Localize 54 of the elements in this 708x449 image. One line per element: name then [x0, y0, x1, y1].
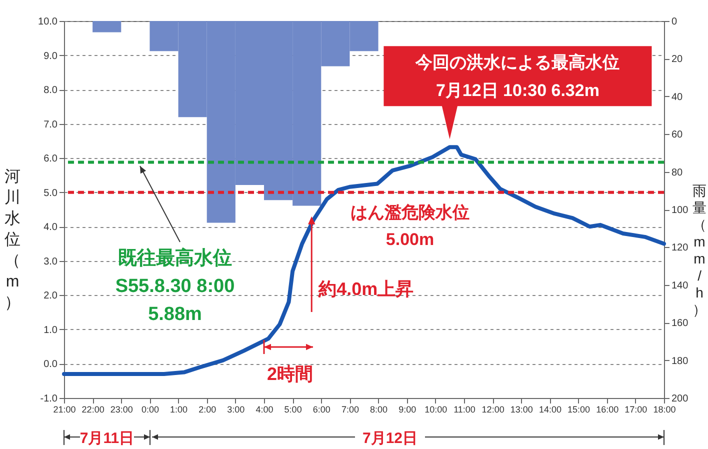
annotation: 2時間	[266, 364, 314, 384]
y2-tick-label: 60	[672, 130, 684, 141]
y-tick-label: 6.0	[44, 154, 58, 165]
x-tick-label: 11:00	[454, 404, 476, 414]
y2-tick-label: 0	[672, 16, 678, 28]
x-tick-label: 1:00	[170, 404, 188, 414]
x-tick-label: 21:00	[53, 404, 76, 414]
x-tick-label: 8:00	[370, 404, 388, 414]
y2-tick-label: 80	[672, 167, 684, 178]
ref-line-label: 既往最高水位 S55.8.30 8:00 5.88m	[115, 247, 235, 325]
text: 7月12日	[362, 430, 418, 447]
x-tick-label: 3:00	[227, 404, 245, 414]
y-tick-label: 4.0	[44, 222, 58, 234]
y2-tick-label: 180	[672, 356, 689, 367]
x-tick-label: 10:00	[424, 404, 448, 414]
text: 7月11日	[80, 430, 134, 447]
x-tick-label: 2:00	[198, 404, 216, 414]
y-tick-label: 8.0	[44, 85, 58, 96]
x-tick-label: 9:00	[398, 404, 416, 414]
y2-tick-label: 100	[672, 205, 689, 216]
y-tick-label: 3.0	[44, 256, 58, 268]
y-tick-label: -1.0	[40, 394, 58, 404]
x-tick-label: 14:00	[538, 404, 562, 414]
y-tick-label: 0.0	[44, 359, 58, 370]
ref-line-label: はん濫危険水位 5.00m	[350, 203, 470, 249]
x-tick-label: 15:00	[568, 404, 590, 414]
y-tick-label: 10.0	[38, 16, 58, 28]
y2-tick-label: 160	[672, 318, 689, 330]
y2-axis-title: 雨量（mm/h）	[692, 182, 706, 318]
y-tick-label: 5.0	[44, 188, 58, 199]
x-tick-label: 16:00	[596, 404, 619, 414]
y2-tick-label: 140	[672, 280, 689, 292]
x-tick-label: 0:00	[141, 404, 159, 414]
x-tick-label: 12:00	[482, 404, 504, 414]
y-axis-title: 河川水位（m）	[4, 168, 20, 312]
y2-tick-label: 120	[672, 242, 689, 254]
x-tick-label: 7:00	[341, 404, 359, 414]
x-tick-label: 6:00	[312, 404, 330, 414]
annotation: 今回の洪水による最高水位 7月12日 10:30 6.32m	[414, 53, 620, 100]
x-tick-label: 13:00	[510, 404, 533, 414]
annotation: 約4.0m上昇	[318, 279, 414, 299]
y2-tick-label: 40	[672, 92, 684, 103]
y2-tick-label: 200	[672, 394, 689, 404]
x-tick-label: 5:00	[284, 404, 302, 414]
x-tick-label: 23:00	[110, 404, 133, 414]
x-tick-label: 17:00	[624, 404, 648, 414]
x-tick-label: 18:00	[653, 404, 676, 414]
x-tick-label: 4:00	[256, 404, 274, 414]
y-tick-label: 9.0	[44, 50, 58, 62]
y-tick-label: 7.0	[44, 119, 58, 130]
y-tick-label: 2.0	[44, 290, 58, 302]
x-tick-label: 22:00	[82, 404, 104, 414]
y2-tick-label: 20	[672, 54, 684, 66]
y-tick-label: 1.0	[44, 324, 58, 336]
